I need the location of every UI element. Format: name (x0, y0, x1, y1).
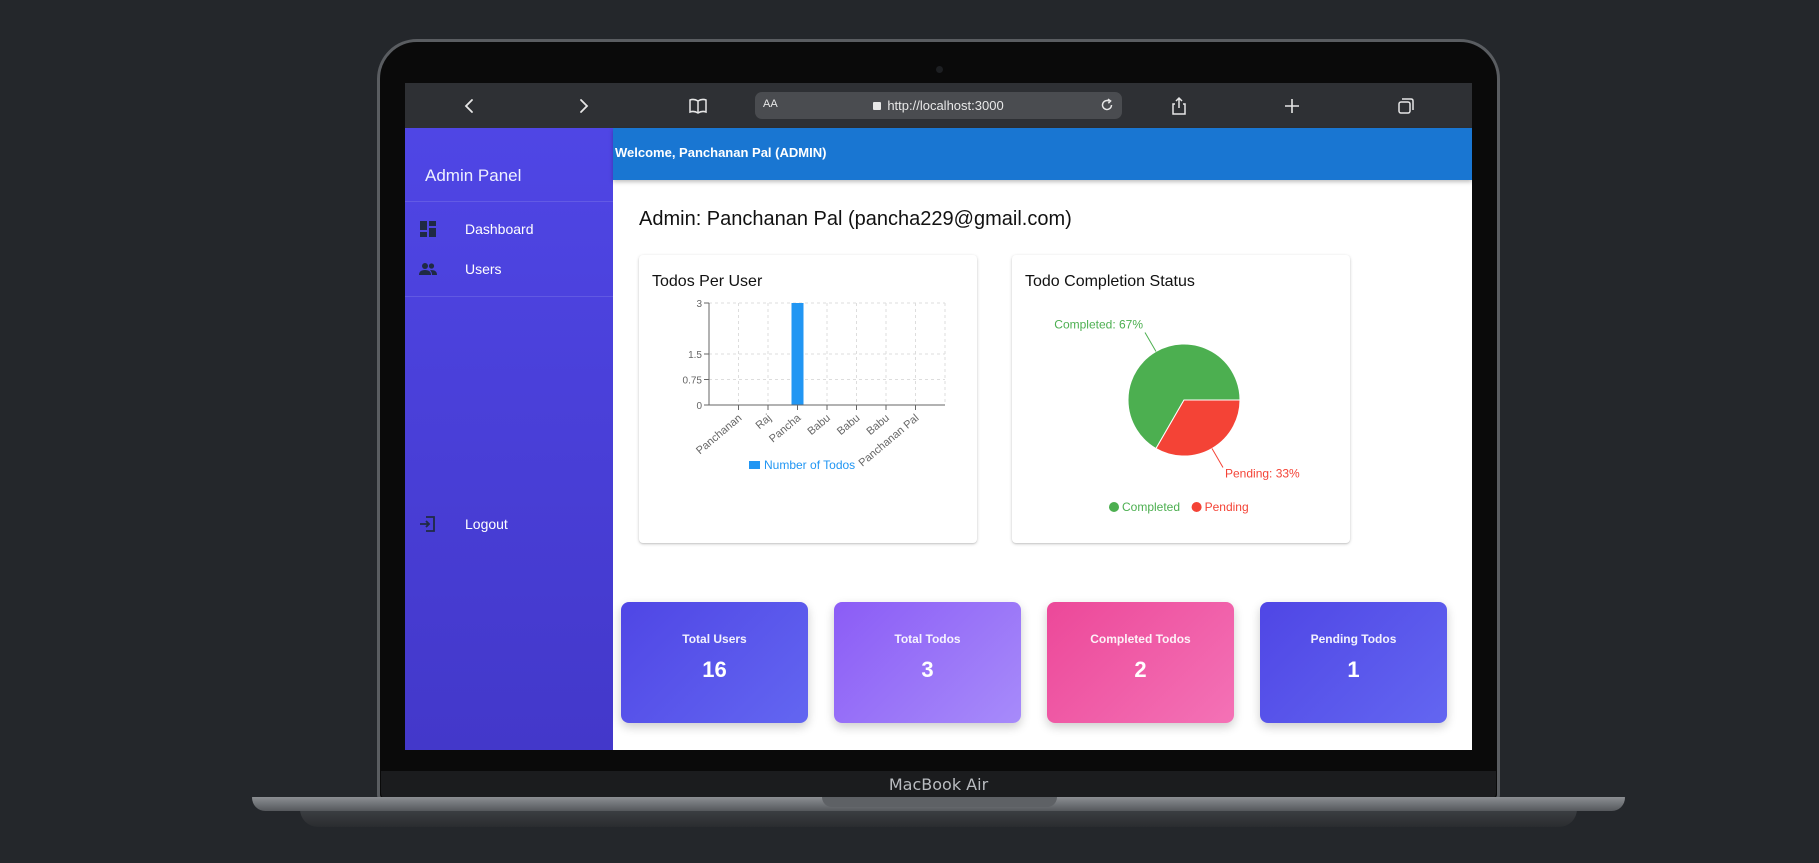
legend-label: Number of Todos (764, 458, 855, 472)
forward-icon[interactable] (570, 93, 596, 119)
card-title: Todos Per User (652, 273, 763, 290)
stat-label: Total Users (682, 632, 747, 646)
tabs-icon[interactable] (1393, 93, 1419, 119)
laptop-base-shadow (300, 809, 1577, 827)
x-tick-label: Babu (806, 412, 833, 438)
pie-label: Completed: 67% (1054, 317, 1143, 331)
sidebar-divider (405, 296, 613, 297)
sidebar-item-dashboard[interactable]: Dashboard (405, 211, 613, 247)
stat-card-total-users: Total Users 16 (621, 602, 808, 723)
x-tick-label: Panchanan (694, 412, 744, 457)
sidebar: Admin Panel Dashboard Users Logout (405, 128, 613, 750)
stat-card-total-todos: Total Todos 3 (834, 602, 1021, 723)
bookmarks-icon[interactable] (685, 93, 711, 119)
legend-swatch (749, 461, 760, 469)
y-tick-label: 0 (696, 401, 702, 412)
url-text: http://localhost:3000 (887, 98, 1004, 113)
laptop-notch (822, 797, 1057, 807)
pie-slice (1155, 399, 1241, 457)
stat-label: Total Todos (894, 632, 961, 646)
laptop-chin (381, 771, 1496, 799)
pie-label-line (1211, 448, 1224, 468)
legend-label: Completed (1122, 500, 1180, 514)
new-tab-icon[interactable] (1279, 93, 1305, 119)
welcome-text: Welcome, Panchanan Pal (ADMIN) (615, 145, 827, 160)
legend-swatch (1109, 502, 1119, 512)
camera (936, 66, 943, 73)
stat-card-pending-todos: Pending Todos 1 (1260, 602, 1447, 723)
stat-card-completed-todos: Completed Todos 2 (1047, 602, 1234, 723)
bar (791, 303, 804, 405)
sidebar-item-users[interactable]: Users (405, 251, 613, 287)
stat-label: Completed Todos (1090, 632, 1191, 646)
reader-aa-button[interactable]: AA (763, 98, 778, 110)
y-tick-label: 0.75 (683, 376, 703, 387)
logout-icon (420, 516, 435, 532)
device-label: MacBook Air (888, 775, 989, 794)
screen: AA http://localhost:3000 Admin Panel Das… (405, 83, 1472, 750)
back-icon[interactable] (457, 93, 483, 119)
sidebar-item-label: Dashboard (465, 221, 534, 237)
stat-value: 16 (702, 657, 727, 682)
y-tick-label: 1.5 (688, 350, 702, 361)
stat-value: 3 (921, 657, 934, 682)
users-icon (419, 263, 437, 275)
browser-toolbar: AA http://localhost:3000 (405, 83, 1472, 128)
pie-label-line (1144, 332, 1157, 352)
reload-icon[interactable] (1098, 96, 1116, 114)
x-tick-label: Babu (835, 412, 862, 438)
x-tick-label: Raj (754, 412, 774, 432)
dashboard-icon (420, 221, 436, 237)
stat-value: 1 (1347, 657, 1360, 682)
todo-completion-card: Todo Completion Status Completed: 67% Pen… (1012, 255, 1350, 543)
sidebar-item-logout[interactable]: Logout (405, 506, 613, 542)
x-tick-label: Pancha (767, 412, 804, 446)
card-title: Todo Completion Status (1025, 273, 1195, 290)
pie-chart: Completed: 67% Pending: 33% Completed Pend… (1054, 317, 1300, 514)
sidebar-title: Admin Panel (425, 166, 522, 185)
stat-value: 2 (1134, 657, 1147, 682)
todos-per-user-card: Todos Per User 3 1.5 0.75 0 Panchanan Raj Pan… (639, 255, 977, 543)
y-tick-label: 3 (696, 299, 702, 310)
share-icon[interactable] (1166, 93, 1192, 119)
page-title: Admin: Panchanan Pal (pancha229@gmail.co… (639, 208, 1072, 230)
lock-icon (873, 102, 882, 110)
app-header: Welcome, Panchanan Pal (ADMIN) (613, 128, 1472, 180)
sidebar-item-label: Users (465, 261, 502, 277)
pie-label: Pending: 33% (1225, 467, 1300, 481)
stat-label: Pending Todos (1310, 632, 1397, 646)
legend-label: Pending (1205, 500, 1249, 514)
legend-swatch (1191, 502, 1202, 512)
address-bar[interactable]: AA http://localhost:3000 (755, 92, 1122, 119)
sidebar-divider (405, 201, 613, 202)
sidebar-item-label: Logout (465, 516, 508, 532)
